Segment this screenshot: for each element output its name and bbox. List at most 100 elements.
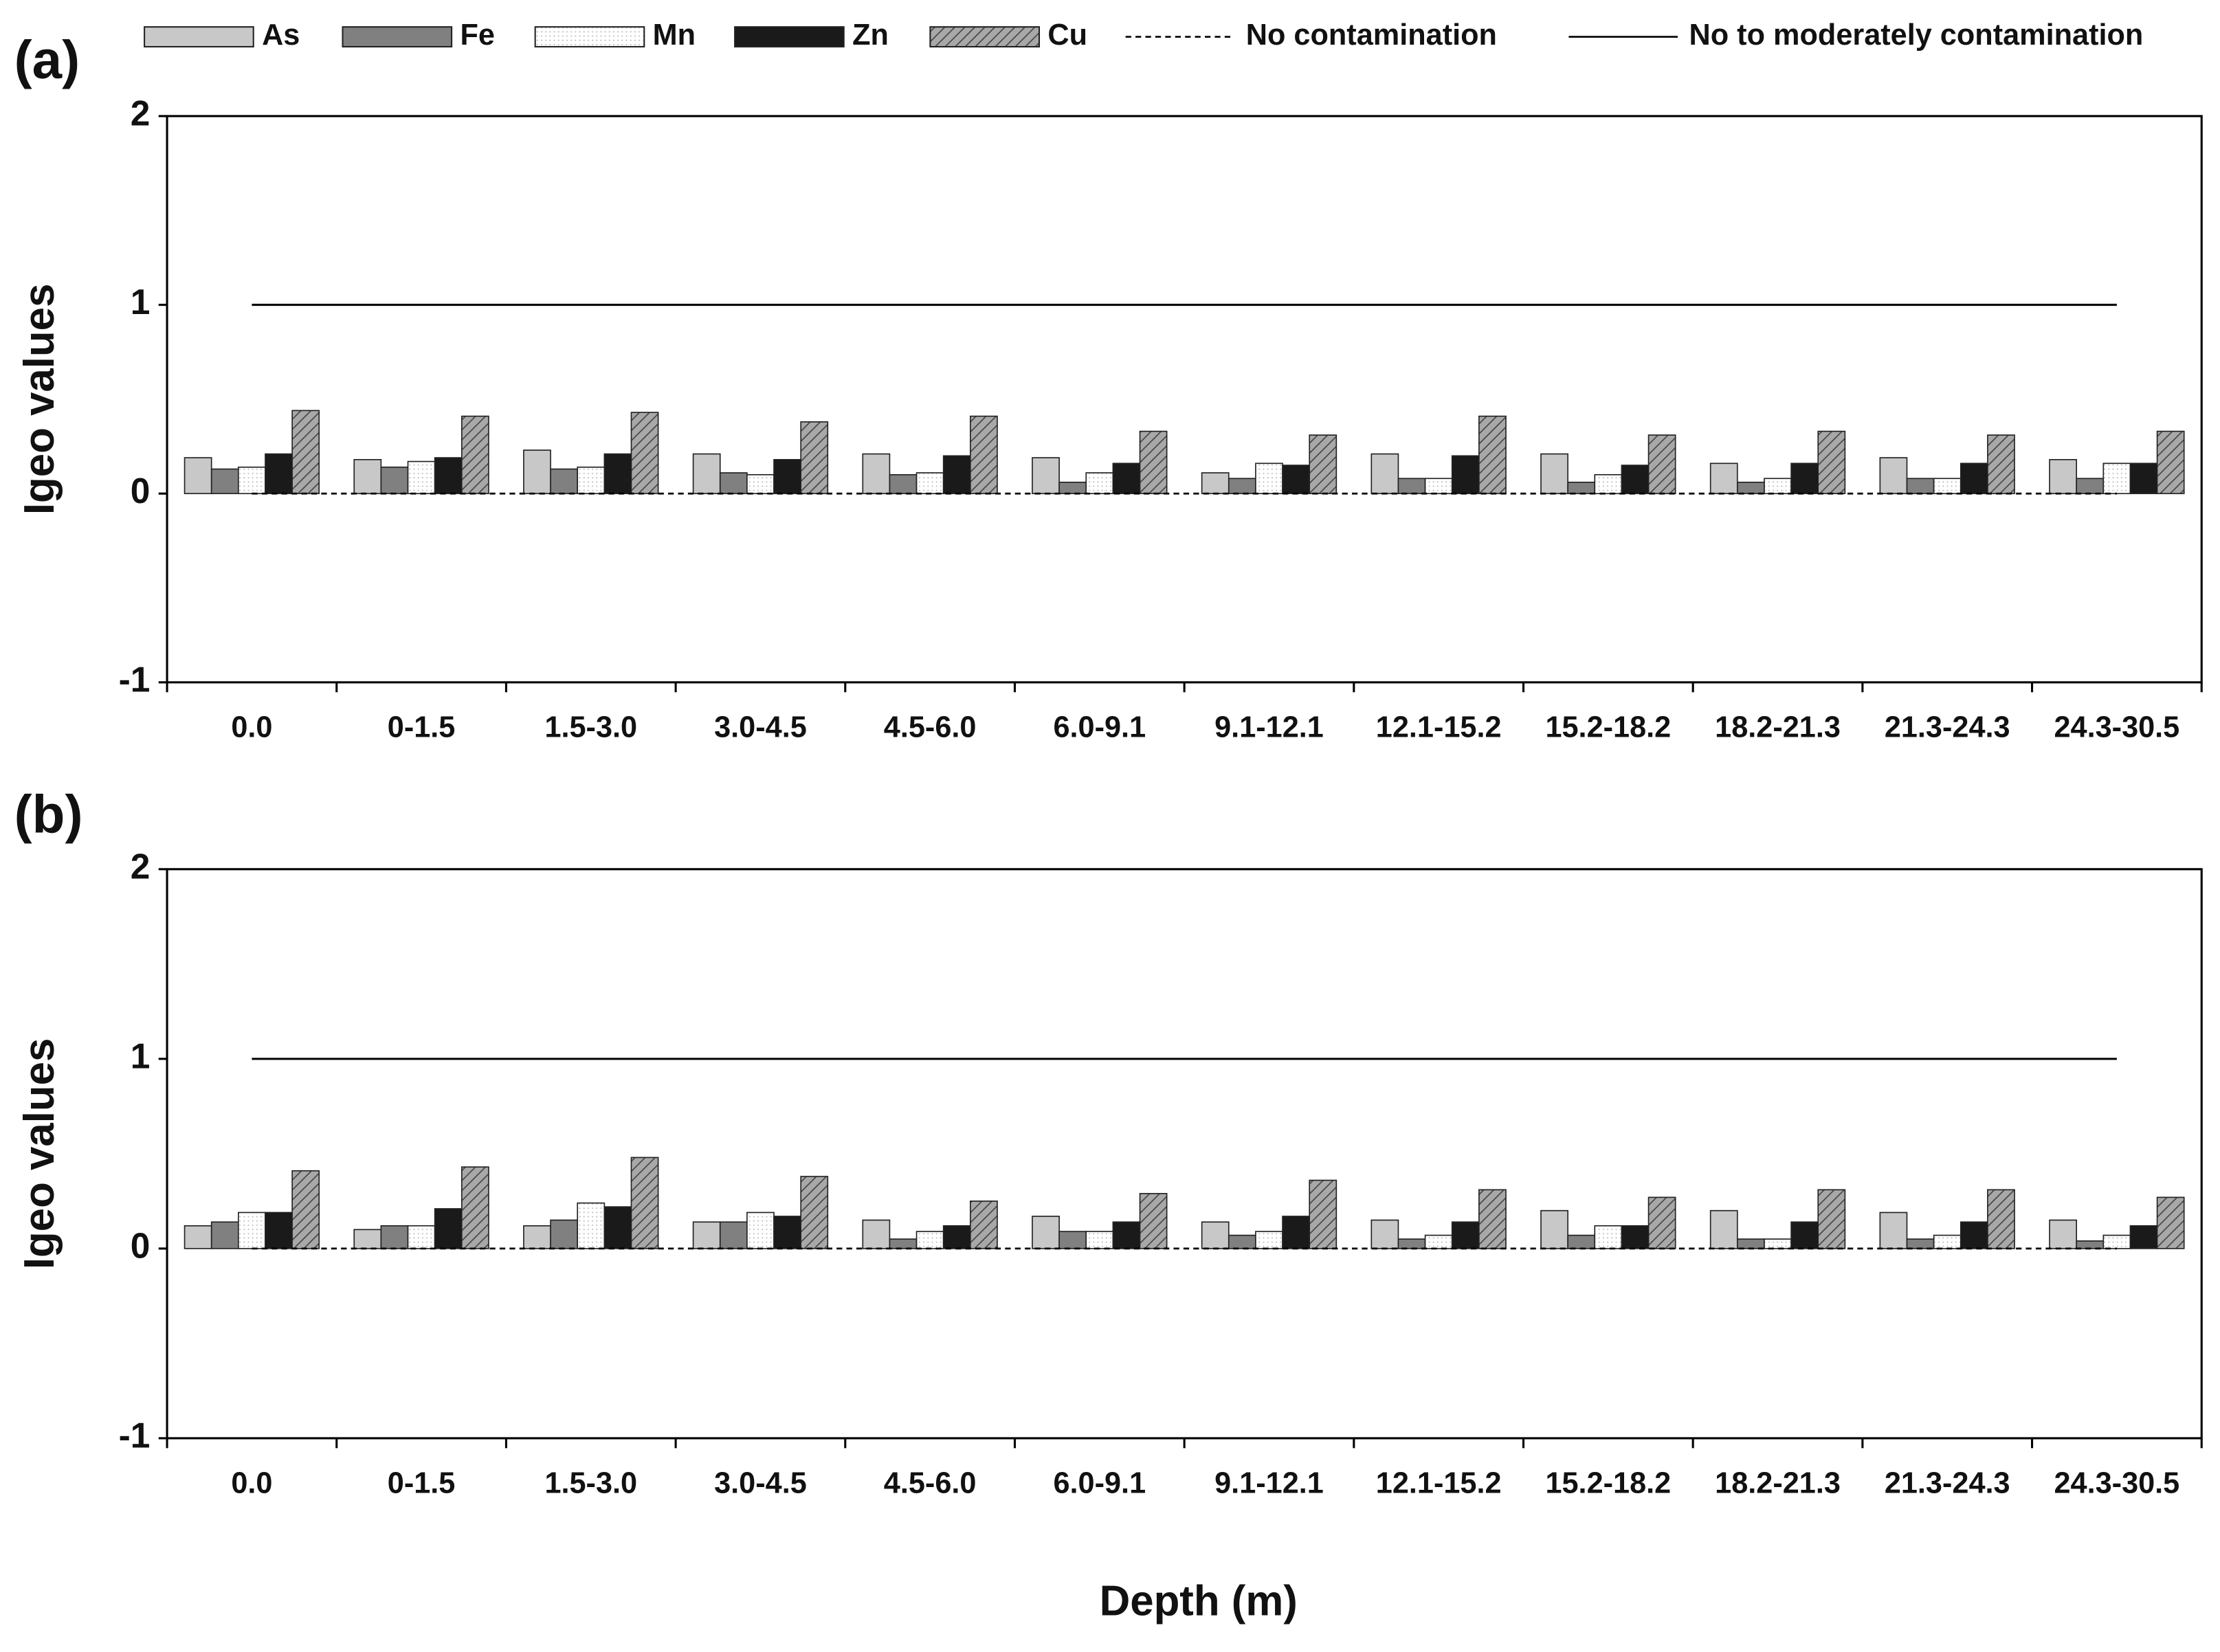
bar [773,458,801,495]
legend-swatch [929,26,1041,48]
bar [1397,478,1426,495]
x-tick-label: 18.2-21.3 [1715,711,1841,744]
x-tick-label: 0.0 [231,711,272,744]
bar [210,468,239,495]
bar [550,468,579,495]
bar [523,449,551,495]
bar [1906,1238,1935,1249]
legend-swatch [342,26,453,48]
bar [1764,478,1792,495]
bar [942,455,971,495]
bar [2156,430,2185,495]
bar [915,472,944,495]
x-tick-label: 21.3-24.3 [1885,1466,2010,1499]
bar [630,1157,659,1249]
bar [1621,465,1650,495]
bar [434,457,463,495]
bar [1451,455,1480,495]
plot-frame [166,868,2203,1440]
y-tick-label: 2 [131,846,151,886]
x-tick-label: 3.0-4.5 [714,1466,807,1499]
bar [1906,478,1935,495]
bar [1255,1231,1283,1249]
y-tick-label: 2 [131,93,151,133]
bar [1736,1238,1765,1249]
bar [1201,472,1230,495]
bar [1540,1209,1568,1249]
bar [460,1166,489,1249]
bar [1817,1189,1846,1249]
x-axis-title: Depth (m) [1100,1577,1298,1625]
bar [1960,1221,1988,1249]
bar [1370,453,1399,495]
y-tick-label: -1 [119,660,151,700]
x-tick-label: 18.2-21.3 [1715,1466,1841,1499]
bar [692,453,721,495]
bar [1370,1219,1399,1249]
bar [773,1216,801,1249]
bar [1764,1238,1792,1249]
bar [407,1225,436,1249]
bar [862,453,891,495]
bar [380,466,409,495]
x-tick-label: 6.0-9.1 [1053,711,1146,744]
bar [238,466,266,495]
panel-label: (a) [14,29,80,89]
x-tick-label: 15.2-18.2 [1545,1466,1671,1499]
bar [265,453,293,495]
bar [210,1221,239,1249]
bar [630,412,659,495]
bar [1085,1231,1114,1249]
bar [1397,1238,1426,1249]
bar [523,1225,551,1249]
bar [238,1212,266,1249]
bar [719,472,748,495]
bar [2102,1234,2131,1249]
legend-label: As [262,19,300,52]
bar [800,421,829,495]
bar [2102,462,2131,495]
legend-swatch [734,26,845,48]
bar [353,1229,382,1249]
bar [1567,1234,1596,1249]
x-tick-label: 1.5-3.0 [544,1466,637,1499]
bar [1085,472,1114,495]
bar [692,1221,721,1249]
bar [2049,458,2077,495]
bar [577,1202,606,1249]
x-tick-label: 12.1-15.2 [1376,1466,1502,1499]
bar [184,1225,212,1249]
x-tick-label: 15.2-18.2 [1545,711,1671,744]
bar [1540,453,1568,495]
bar [1647,434,1676,495]
bar [1621,1225,1650,1249]
legend-label: No to moderately contamination [1689,19,2144,52]
bar [1228,1234,1256,1249]
bar [1451,1221,1480,1249]
bar [603,1206,632,1249]
bar [1058,1231,1087,1249]
bar [1709,1209,1738,1249]
bar [1879,457,1908,495]
bar [1309,434,1337,495]
y-axis-title: Igeo values [16,284,63,515]
x-tick-label: 4.5-6.0 [884,1466,977,1499]
x-tick-label: 12.1-15.2 [1376,711,1502,744]
bar [1987,434,2015,495]
bar [1879,1212,1908,1249]
bar [1647,1196,1676,1249]
bar [746,1212,775,1249]
y-tick-label: 1 [131,1036,151,1075]
bar [1790,1221,1819,1249]
bar [1228,478,1256,495]
bar [577,466,606,495]
bar [1201,1221,1230,1249]
bar [407,460,436,495]
bar [1709,462,1738,495]
bar [434,1208,463,1249]
bar [265,1212,293,1249]
y-tick-label: 0 [131,1226,151,1266]
legend-label: No contamination [1246,19,1497,52]
